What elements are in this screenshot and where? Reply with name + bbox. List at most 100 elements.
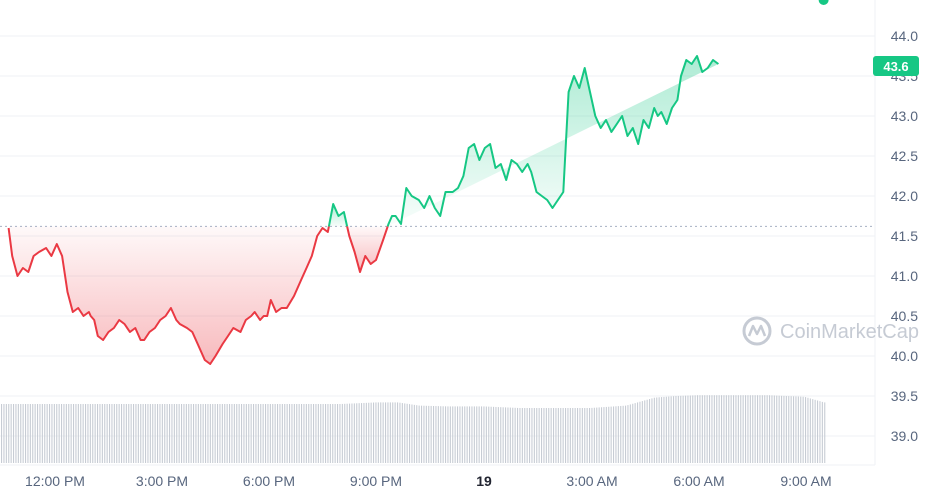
- volume-bar: [718, 395, 720, 463]
- volume-bar: [610, 406, 612, 463]
- volume-bar: [629, 404, 631, 463]
- x-tick-label: 12:00 PM: [25, 473, 85, 489]
- volume-bar: [603, 407, 605, 463]
- volume-bar: [625, 405, 627, 463]
- volume-bar: [615, 406, 617, 463]
- volume-bar: [257, 404, 259, 463]
- volume-bar: [555, 408, 557, 463]
- volume-bar: [308, 404, 310, 463]
- volume-bar: [704, 395, 706, 463]
- volume-bar: [233, 404, 235, 463]
- volume-bar: [181, 404, 183, 463]
- volume-bar: [262, 404, 264, 463]
- volume-bar: [692, 395, 694, 463]
- y-tick-label: 40.0: [891, 348, 918, 364]
- volume-bar: [565, 408, 567, 463]
- volume-bar: [272, 404, 274, 463]
- volume-bar: [737, 395, 739, 463]
- volume-bar: [697, 395, 699, 463]
- volume-bar: [375, 402, 377, 463]
- line-down-segment: [7, 226, 330, 365]
- volume-bar: [195, 404, 197, 463]
- line-down-segment: [346, 226, 389, 273]
- volume-bar: [286, 404, 288, 463]
- volume-bar: [728, 395, 730, 463]
- volume-bar: [413, 404, 415, 463]
- volume-bar: [701, 395, 703, 463]
- volume-bar: [392, 402, 394, 463]
- volume-bar: [653, 397, 655, 463]
- volume-bar: [332, 404, 334, 463]
- area-down-segment: [8, 226, 329, 364]
- x-axis: 12:00 PM 3:00 PM 6:00 PM 9:00 PM 19 3:00 AM 6:…: [25, 473, 832, 489]
- volume-bar: [217, 404, 219, 463]
- volume-bar: [644, 400, 646, 463]
- volume-bar: [13, 404, 15, 463]
- x-tick-label: 6:00 PM: [243, 473, 295, 489]
- volume-bar: [10, 404, 12, 463]
- volume-bar: [586, 408, 588, 463]
- volume-bar: [322, 404, 324, 463]
- volume-bar: [238, 404, 240, 463]
- volume-bar: [313, 404, 315, 463]
- volume-bar: [668, 396, 670, 463]
- volume-bar: [449, 406, 451, 463]
- volume-bar: [243, 404, 245, 463]
- volume-bar: [817, 400, 819, 463]
- volume-bar: [569, 408, 571, 463]
- volume-bar: [713, 395, 715, 463]
- current-price-badge: [873, 56, 919, 76]
- volume-bar: [440, 406, 442, 463]
- volume-bar: [589, 408, 591, 463]
- volume-bar: [34, 404, 36, 463]
- volume-bar: [137, 404, 139, 463]
- volume-bar: [632, 403, 634, 463]
- volume-bar: [524, 408, 526, 463]
- volume-bar: [349, 403, 351, 463]
- volume-bar: [461, 406, 463, 463]
- volume-bar: [572, 408, 574, 463]
- volume-bar: [764, 395, 766, 463]
- volume-bar: [617, 406, 619, 463]
- volume-bar: [89, 404, 91, 463]
- volume-bar: [716, 395, 718, 463]
- volume-bar: [663, 396, 665, 463]
- volume-bar: [742, 395, 744, 463]
- volume-bar: [154, 404, 156, 463]
- volume-bar: [118, 404, 120, 463]
- volume-bar: [77, 404, 79, 463]
- volume-bar: [682, 395, 684, 463]
- volume-bar: [397, 402, 399, 463]
- volume-bar: [15, 404, 17, 463]
- volume-bar: [421, 405, 423, 463]
- volume-bar: [790, 396, 792, 463]
- x-tick-label: 6:00 AM: [673, 473, 724, 489]
- volume-bar: [677, 395, 679, 463]
- volume-bar: [721, 395, 723, 463]
- volume-bar: [797, 396, 799, 463]
- volume-bar: [5, 404, 7, 463]
- volume-bar: [706, 395, 708, 463]
- volume-bar: [627, 405, 629, 463]
- volume-bar: [457, 406, 459, 463]
- volume-bar: [709, 395, 711, 463]
- volume-bar: [289, 404, 291, 463]
- volume-bar: [315, 404, 317, 463]
- volume-bar: [29, 404, 31, 463]
- volume-bar: [733, 395, 735, 463]
- volume-bar: [507, 407, 509, 463]
- volume-bar: [46, 404, 48, 463]
- volume-bar: [824, 402, 826, 463]
- volume-bar: [430, 405, 432, 463]
- volume-bar: [241, 404, 243, 463]
- volume-bar: [781, 395, 783, 463]
- volume-bar: [394, 402, 396, 463]
- y-tick-label: 42.5: [891, 148, 918, 164]
- volume-bar: [327, 404, 329, 463]
- volume-bar: [661, 397, 663, 463]
- volume-bar: [404, 403, 406, 463]
- volume-bar: [339, 404, 341, 463]
- volume-bar: [365, 402, 367, 463]
